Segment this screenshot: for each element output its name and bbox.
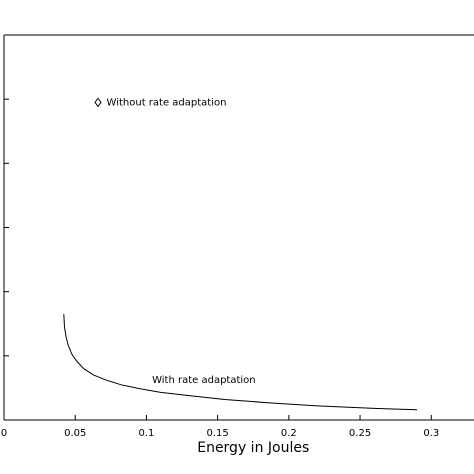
x-axis-ticks: 0 0.05 0.1 0.15 0.2 0.25 0.3 [1,415,439,439]
annotation-layer: Without rate adaptation With rate adaptat… [107,98,256,386]
series-layer [63,97,418,411]
x-tick-label-2: 0.1 [138,428,154,439]
annotation-0: Without rate adaptation [107,98,227,109]
x-tick-label-0: 0 [1,428,7,439]
x-tick-label-4: 0.2 [281,428,297,439]
x-axis-title: Energy in Joules [197,440,309,456]
x-tick-label-3: 0.15 [207,428,229,439]
y-axis-ticks [4,98,9,357]
series-line-0 [63,314,418,411]
x-tick-label-1: 0.05 [64,428,86,439]
x-tick-label-5: 0.25 [349,428,371,439]
x-tick-label-6: 0.3 [423,428,439,439]
diamond-marker-0 [94,97,102,108]
annotation-1: With rate adaptation [152,375,256,386]
